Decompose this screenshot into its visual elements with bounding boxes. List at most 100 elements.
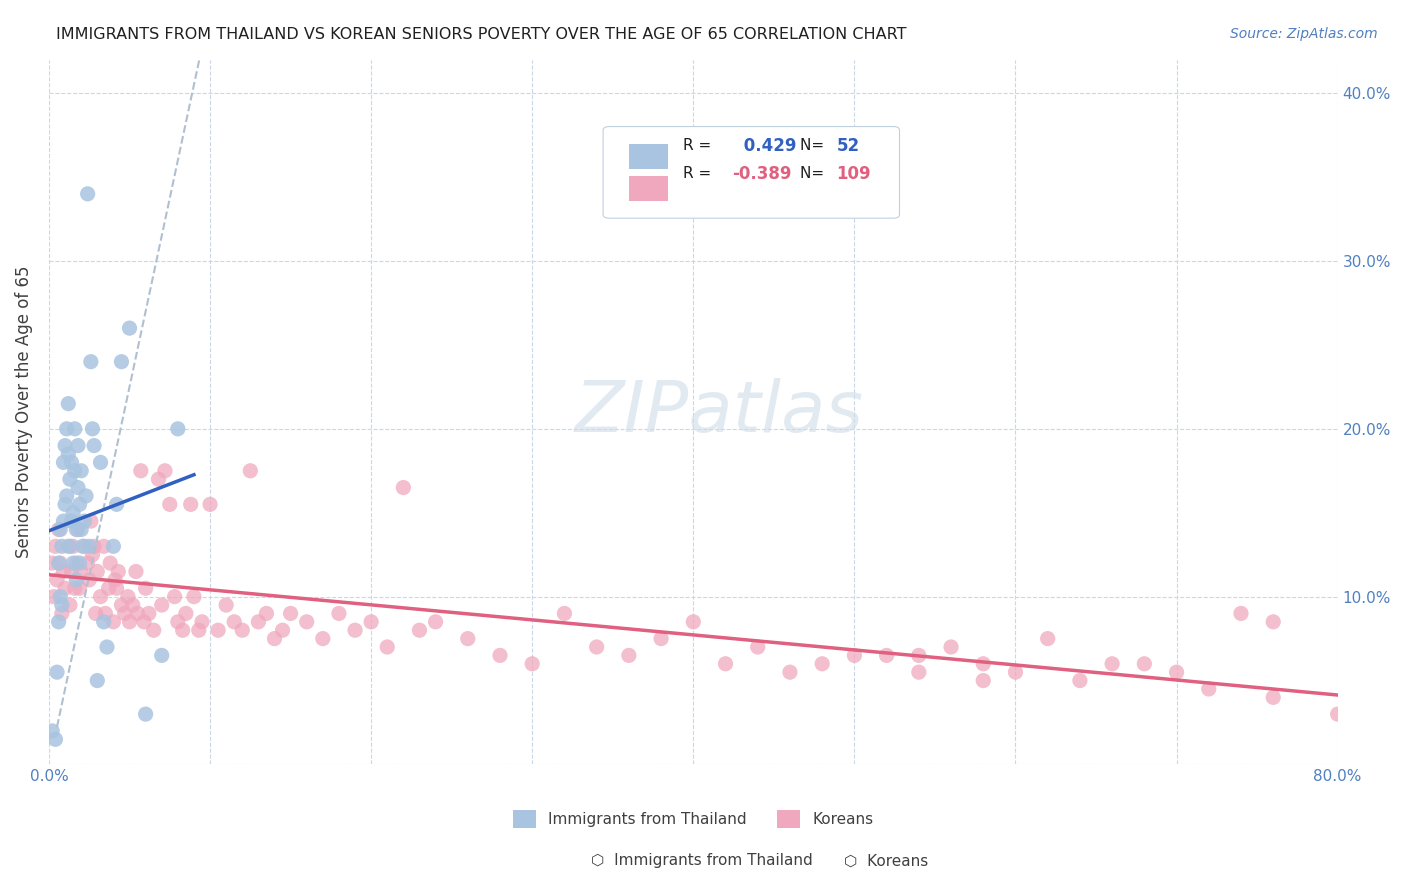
Point	[972, 657, 994, 671]
Point	[1263, 615, 1285, 629]
Point	[55, 422, 77, 436]
Point	[247, 615, 270, 629]
Point	[280, 607, 302, 621]
Y-axis label: Seniors Poverty Over the Age of 65: Seniors Poverty Over the Age of 65	[15, 266, 32, 558]
Point	[876, 648, 898, 663]
Point	[553, 607, 575, 621]
Point	[69, 497, 91, 511]
Point	[360, 615, 382, 629]
Point	[811, 657, 834, 671]
Point	[183, 590, 205, 604]
Point	[62, 556, 84, 570]
Point	[83, 539, 105, 553]
Point	[207, 624, 229, 638]
Point	[104, 573, 127, 587]
Point	[114, 607, 136, 621]
Point	[1004, 665, 1026, 680]
Point	[58, 447, 80, 461]
Point	[585, 640, 607, 654]
Point	[714, 657, 737, 671]
Point	[191, 615, 214, 629]
Point	[908, 665, 931, 680]
Point	[110, 354, 132, 368]
Point	[82, 548, 104, 562]
Point	[939, 640, 962, 654]
Point	[83, 439, 105, 453]
Point	[96, 640, 118, 654]
Point	[86, 673, 108, 688]
Point	[408, 624, 430, 638]
Point	[107, 565, 129, 579]
Legend: Immigrants from Thailand, Koreans: Immigrants from Thailand, Koreans	[508, 804, 880, 834]
Point	[1101, 657, 1123, 671]
Point	[148, 472, 170, 486]
Point	[172, 624, 194, 638]
Point	[63, 581, 86, 595]
Point	[105, 581, 128, 595]
Point	[51, 598, 73, 612]
Point	[344, 624, 367, 638]
Point	[51, 539, 73, 553]
FancyBboxPatch shape	[628, 176, 668, 201]
Point	[93, 539, 115, 553]
Text: Source: ZipAtlas.com: Source: ZipAtlas.com	[1230, 27, 1378, 41]
Point	[254, 607, 277, 621]
Point	[58, 397, 80, 411]
Point	[73, 514, 96, 528]
Point	[66, 481, 89, 495]
Point	[1263, 690, 1285, 705]
Point	[44, 539, 66, 553]
Point	[1230, 607, 1253, 621]
Point	[142, 624, 165, 638]
Point	[844, 648, 866, 663]
Point	[65, 556, 87, 570]
Point	[62, 506, 84, 520]
FancyBboxPatch shape	[603, 127, 900, 219]
Point	[59, 598, 82, 612]
Text: N=: N=	[800, 138, 830, 153]
Point	[375, 640, 398, 654]
Point	[46, 573, 69, 587]
Point	[231, 624, 253, 638]
Point	[65, 523, 87, 537]
Point	[60, 455, 83, 469]
Point	[747, 640, 769, 654]
Point	[93, 615, 115, 629]
Point	[62, 539, 84, 553]
FancyBboxPatch shape	[628, 145, 668, 169]
Point	[98, 556, 121, 570]
Text: R =: R =	[683, 166, 711, 181]
Point	[150, 598, 173, 612]
Point	[84, 607, 107, 621]
Point	[94, 607, 117, 621]
Text: ⬡  Immigrants from Thailand: ⬡ Immigrants from Thailand	[591, 854, 813, 868]
Point	[66, 439, 89, 453]
Point	[89, 455, 111, 469]
Point	[52, 514, 75, 528]
Text: ZIPatlas: ZIPatlas	[575, 377, 863, 447]
Point	[76, 556, 98, 570]
Point	[51, 607, 73, 621]
Point	[1166, 665, 1188, 680]
Text: N=: N=	[800, 166, 830, 181]
Point	[60, 514, 83, 528]
Text: 0.429: 0.429	[738, 136, 797, 154]
Point	[76, 186, 98, 201]
Point	[617, 648, 640, 663]
Point	[48, 556, 70, 570]
Point	[457, 632, 479, 646]
Point	[180, 497, 202, 511]
Text: -0.389: -0.389	[733, 165, 792, 183]
Point	[127, 607, 149, 621]
Point	[118, 321, 141, 335]
Point	[69, 556, 91, 570]
Point	[117, 590, 139, 604]
Point	[65, 573, 87, 587]
Point	[224, 615, 246, 629]
Point	[118, 615, 141, 629]
Point	[1198, 681, 1220, 696]
Point	[271, 624, 294, 638]
Point	[42, 590, 65, 604]
Point	[49, 556, 72, 570]
Point	[41, 723, 63, 738]
